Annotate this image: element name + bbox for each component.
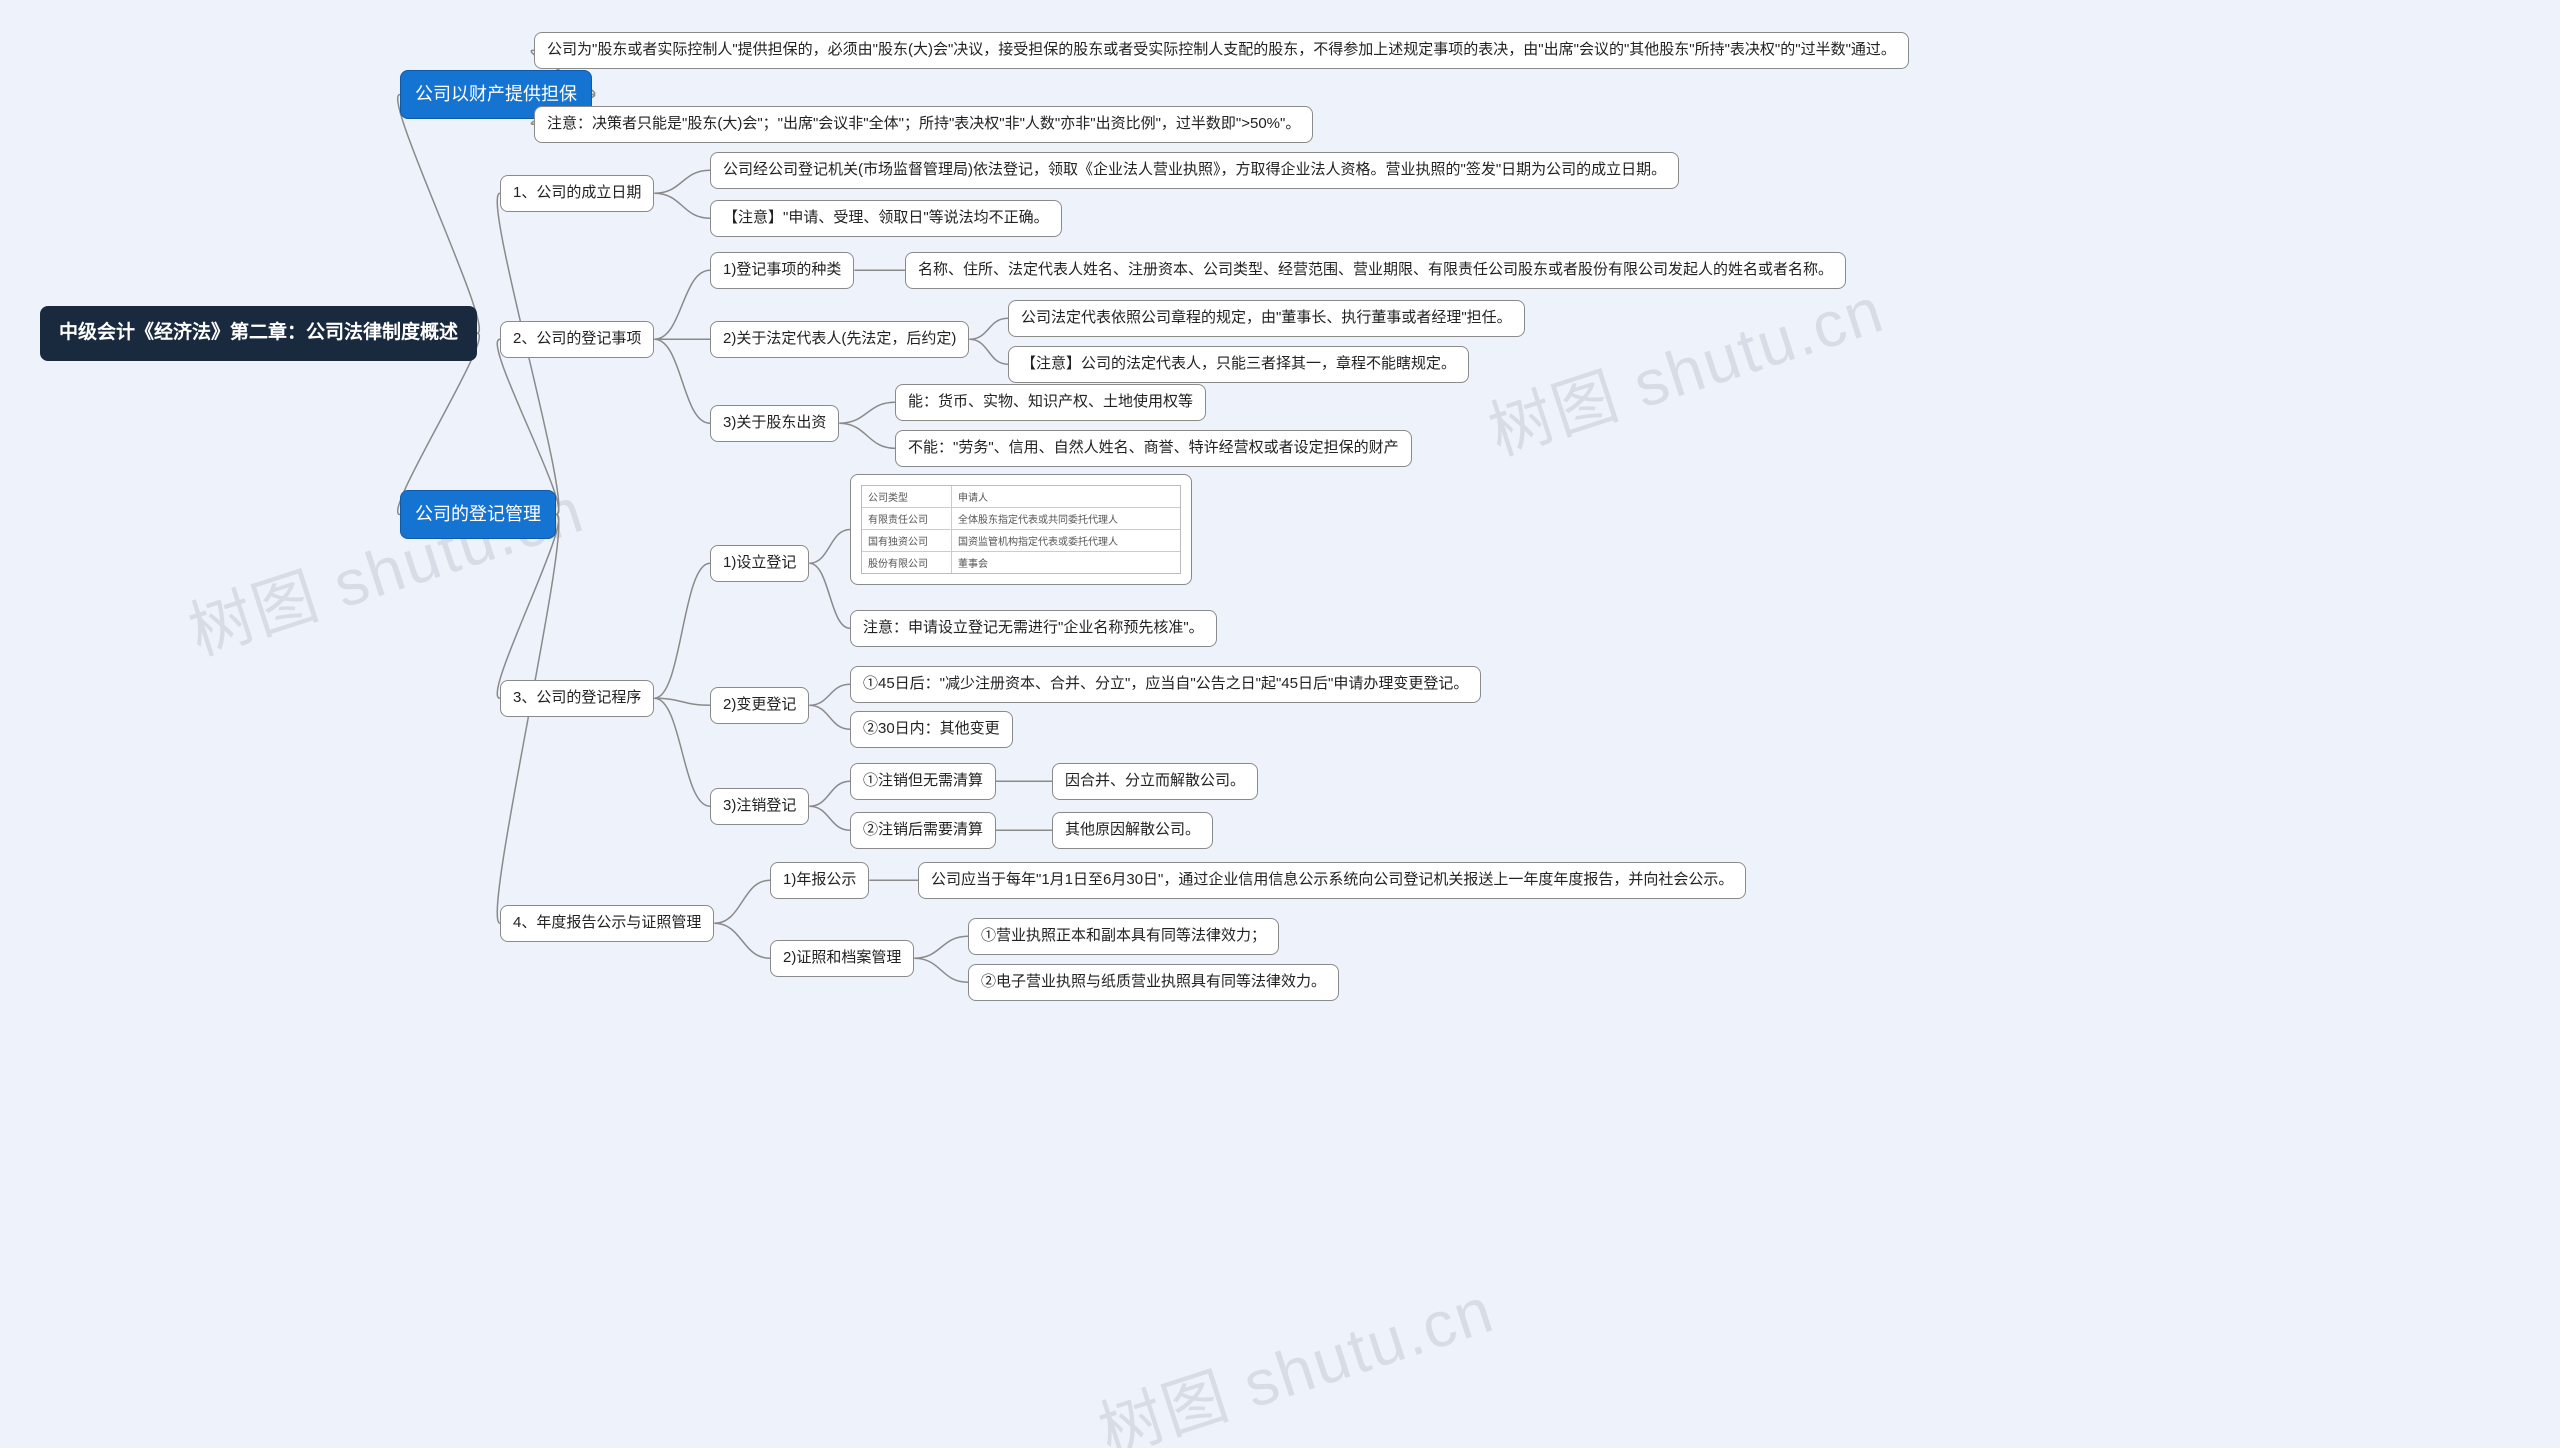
topic-registration[interactable]: 公司的登记管理	[400, 490, 556, 539]
leaf-node[interactable]: ②注销后需要清算	[850, 812, 996, 849]
leaf-node[interactable]: 3)关于股东出资	[710, 405, 839, 442]
table-cell: 公司类型	[862, 486, 952, 507]
leaf-node[interactable]: 1)设立登记	[710, 545, 809, 582]
mindmap-stage: 树图 shutu.cn 树图 shutu.cn 树图 shutu.cn 中级会计…	[0, 0, 2560, 1448]
table-cell: 有限责任公司	[862, 508, 952, 529]
sub-reg-proc[interactable]: 3、公司的登记程序	[500, 680, 654, 717]
leaf-node[interactable]: 2)证照和档案管理	[770, 940, 914, 977]
leaf-node[interactable]: 注意：决策者只能是"股东(大)会"；"出席"会议非"全体"；所持"表决权"非"人…	[534, 106, 1313, 143]
table-cell: 全体股东指定代表或共同委托代理人	[952, 508, 1124, 529]
leaf-node[interactable]: 公司经公司登记机关(市场监督管理局)依法登记，领取《企业法人营业执照》，方取得企…	[710, 152, 1679, 189]
leaf-node[interactable]: 3)注销登记	[710, 788, 809, 825]
applicant-table-node[interactable]: 公司类型申请人 有限责任公司全体股东指定代表或共同委托代理人 国有独资公司国资监…	[850, 474, 1192, 585]
table-cell: 申请人	[952, 486, 994, 507]
table-cell: 董事会	[952, 552, 994, 573]
leaf-node[interactable]: ①注销但无需清算	[850, 763, 996, 800]
applicant-table: 公司类型申请人 有限责任公司全体股东指定代表或共同委托代理人 国有独资公司国资监…	[861, 485, 1181, 574]
leaf-node[interactable]: ②30日内：其他变更	[850, 711, 1013, 748]
leaf-node[interactable]: 注意：申请设立登记无需进行"企业名称预先核准"。	[850, 610, 1217, 647]
leaf-node[interactable]: 1)年报公示	[770, 862, 869, 899]
edge-layer	[0, 0, 2560, 1448]
table-cell: 股份有限公司	[862, 552, 952, 573]
leaf-node[interactable]: 公司应当于每年"1月1日至6月30日"，通过企业信用信息公示系统向公司登记机关报…	[918, 862, 1746, 899]
leaf-node[interactable]: 名称、住所、法定代表人姓名、注册资本、公司类型、经营范围、营业期限、有限责任公司…	[905, 252, 1846, 289]
sub-establish-date[interactable]: 1、公司的成立日期	[500, 175, 654, 212]
leaf-node[interactable]: 公司法定代表依照公司章程的规定，由"董事长、执行董事或者经理"担任。	[1008, 300, 1525, 337]
watermark: 树图 shutu.cn	[1476, 259, 1894, 473]
leaf-node[interactable]: ①营业执照正本和副本具有同等法律效力；	[968, 918, 1279, 955]
table-cell: 国有独资公司	[862, 530, 952, 551]
leaf-node[interactable]: 能：货币、实物、知识产权、土地使用权等	[895, 384, 1206, 421]
leaf-node[interactable]: 2)关于法定代表人(先法定，后约定)	[710, 321, 969, 358]
leaf-node[interactable]: 其他原因解散公司。	[1052, 812, 1213, 849]
leaf-node[interactable]: 【注意】"申请、受理、领取日"等说法均不正确。	[710, 200, 1062, 237]
root-node[interactable]: 中级会计《经济法》第二章：公司法律制度概述	[40, 306, 477, 361]
watermark: 树图 shutu.cn	[1086, 1259, 1504, 1448]
leaf-node[interactable]: 2)变更登记	[710, 687, 809, 724]
leaf-node[interactable]: 公司为"股东或者实际控制人"提供担保的，必须由"股东(大)会"决议，接受担保的股…	[534, 32, 1909, 69]
sub-annual-report[interactable]: 4、年度报告公示与证照管理	[500, 905, 714, 942]
leaf-node[interactable]: 1)登记事项的种类	[710, 252, 854, 289]
leaf-node[interactable]: 【注意】公司的法定代表人，只能三者择其一，章程不能瞎规定。	[1008, 346, 1469, 383]
leaf-node[interactable]: ①45日后："减少注册资本、合并、分立"，应当自"公告之日"起"45日后"申请办…	[850, 666, 1481, 703]
table-cell: 国资监管机构指定代表或委托代理人	[952, 530, 1124, 551]
leaf-node[interactable]: 不能："劳务"、信用、自然人姓名、商誉、特许经营权或者设定担保的财产	[895, 430, 1412, 467]
leaf-node[interactable]: 因合并、分立而解散公司。	[1052, 763, 1258, 800]
sub-reg-items[interactable]: 2、公司的登记事项	[500, 321, 654, 358]
leaf-node[interactable]: ②电子营业执照与纸质营业执照具有同等法律效力。	[968, 964, 1339, 1001]
